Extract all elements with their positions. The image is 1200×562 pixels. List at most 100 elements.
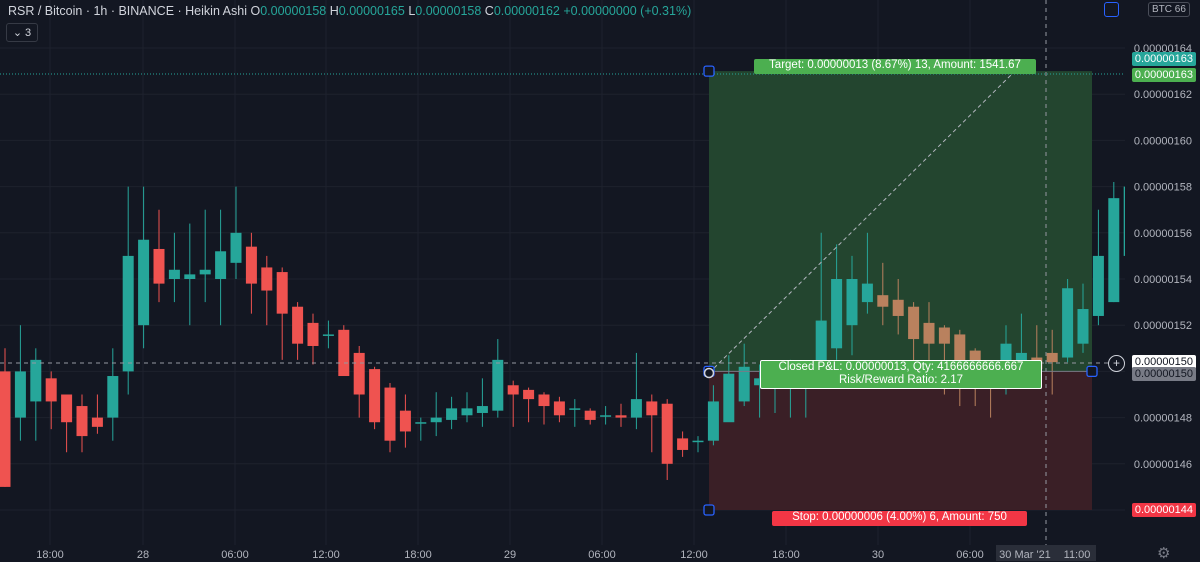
drag-handle[interactable] — [703, 504, 715, 516]
candle-body — [45, 378, 57, 402]
candle-body — [1046, 352, 1058, 363]
candle — [292, 302, 304, 360]
time-tick-label: 30 Mar '21 — [999, 549, 1051, 561]
indicators-collapse-button[interactable]: ⌄ 3 — [6, 23, 38, 42]
exchange-label: BINANCE — [118, 4, 175, 18]
drag-handle[interactable] — [703, 65, 715, 77]
currency-badge[interactable]: BTC 66 — [1148, 2, 1190, 17]
candle — [399, 394, 411, 448]
candle — [815, 232, 827, 379]
candle-body — [846, 279, 858, 326]
candle — [76, 394, 88, 453]
candle — [861, 232, 873, 314]
candle-body — [384, 387, 396, 441]
candle — [600, 406, 612, 425]
candle-body — [76, 406, 88, 437]
candle-body — [661, 403, 673, 464]
candle-body — [677, 438, 689, 450]
candle — [138, 186, 150, 349]
time-tick-label: 18:00 — [36, 549, 64, 561]
candle — [908, 302, 920, 365]
candle-body — [954, 334, 966, 367]
candle-body — [877, 295, 889, 307]
candle — [630, 352, 642, 430]
candle — [415, 417, 427, 441]
candle-body — [245, 246, 257, 284]
candle — [215, 209, 227, 326]
candle — [0, 348, 11, 487]
stop-label[interactable]: Stop: 0.00000006 (4.00%) 6, Amount: 750 — [772, 511, 1027, 526]
profit-zone — [709, 71, 1092, 372]
candle-body — [446, 408, 458, 420]
close-key: C — [484, 4, 494, 18]
candle-body — [892, 299, 904, 316]
crosshair-price-label: 0.00000150 — [1131, 355, 1196, 369]
high-value: 0.00000165 — [338, 4, 405, 18]
candle-body — [754, 378, 766, 386]
close-value: 0.00000162 — [493, 4, 560, 18]
settings-gear-icon[interactable]: ⚙ — [1157, 545, 1171, 562]
candle — [723, 355, 735, 423]
candle-body — [430, 417, 442, 423]
price-tick-label: 0.00000162 — [1134, 89, 1192, 101]
candle-body — [707, 401, 719, 441]
candle-body — [415, 422, 427, 424]
price-tick-label: 0.00000148 — [1134, 413, 1192, 425]
candle — [322, 320, 334, 349]
drag-handle[interactable] — [1086, 365, 1098, 378]
candle-body — [738, 366, 750, 402]
candle-body — [230, 232, 242, 263]
candle — [538, 392, 550, 425]
entry-price-label: 0.00000150 — [1131, 367, 1196, 381]
time-tick-label: 12:00 — [312, 549, 340, 561]
time-tick-label: 30 — [872, 549, 884, 561]
candle-body — [1015, 352, 1027, 363]
candle — [245, 232, 257, 314]
candle-body — [507, 385, 519, 395]
price-tick-label: 0.00000156 — [1134, 228, 1192, 240]
add-alert-plus-icon[interactable]: + — [1108, 355, 1125, 372]
candle-body — [153, 248, 165, 284]
candle — [1077, 283, 1089, 353]
candle-body — [0, 371, 11, 487]
candle — [877, 262, 889, 326]
candle — [199, 209, 211, 303]
candle-body — [14, 371, 26, 418]
candle — [369, 366, 381, 430]
candle — [45, 371, 57, 430]
candle — [492, 339, 504, 418]
candle — [230, 186, 242, 279]
candle — [692, 436, 704, 453]
candle-body — [199, 269, 211, 275]
auto-scale-toggle[interactable] — [1104, 2, 1119, 17]
time-axis-bg — [0, 545, 1125, 561]
target-label[interactable]: Target: 0.00000013 (8.67%) 13, Amount: 1… — [754, 59, 1036, 74]
price-axis: 0.000001640.000001620.000001600.00000158… — [1125, 0, 1200, 561]
current-price-label-alt: 0.00000163 — [1131, 68, 1196, 82]
candle — [831, 244, 843, 360]
symbol-title[interactable]: RSR / Bitcoin — [8, 4, 83, 18]
candle — [446, 396, 458, 430]
price-tick-label: 0.00000152 — [1134, 320, 1192, 332]
candle — [677, 431, 689, 457]
candle-body — [184, 274, 196, 279]
pnl-label[interactable]: Closed P&L: 0.00000013, Qty: 4166666666.… — [760, 360, 1042, 389]
candle — [276, 267, 288, 360]
candle-body — [338, 329, 350, 377]
candle-body — [1077, 309, 1089, 344]
candle-body — [646, 401, 658, 416]
entry-marker — [703, 367, 715, 379]
time-tick-label: 06:00 — [956, 549, 984, 561]
candle — [168, 232, 180, 303]
high-key: H — [329, 4, 339, 18]
candle-body — [122, 255, 134, 372]
candle — [384, 382, 396, 453]
candle-body — [908, 306, 920, 340]
interval-label[interactable]: 1h — [93, 4, 108, 18]
candle — [892, 279, 904, 335]
time-tick-label: 06:00 — [221, 549, 249, 561]
candle-body — [461, 408, 473, 416]
position-zones — [709, 71, 1092, 510]
candle — [1092, 209, 1104, 326]
